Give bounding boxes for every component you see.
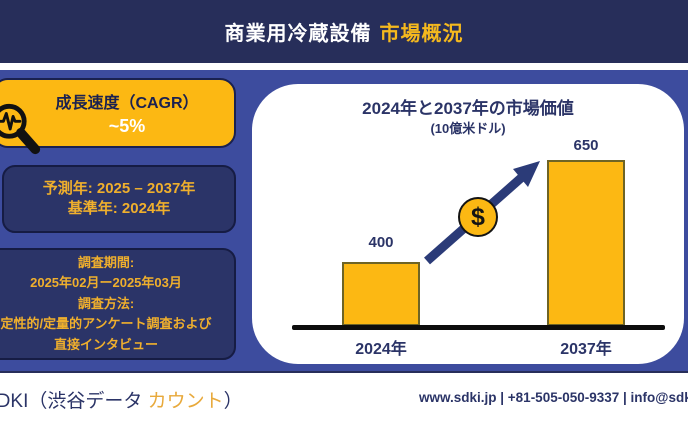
- base-year-line: 基準年: 2024年: [67, 200, 171, 217]
- bar-value-2024: 400: [368, 234, 394, 251]
- page-title-accent: 市場概況: [379, 23, 464, 45]
- research-info-card: 調査期間: 2025年02月ー2025年03月 調査方法: 定性的/定量的アンケ…: [0, 248, 236, 360]
- chart-subtitle: (10億米ドル): [430, 121, 506, 136]
- research-method-label: 調査方法:: [77, 295, 135, 311]
- research-period-value: 2025年02月ー2025年03月: [30, 275, 182, 291]
- bar-2037: [547, 160, 625, 326]
- header: 商業用冷蔵設備 市場概況: [0, 0, 688, 63]
- brand-logo: SDKI（渋谷データ カウント）: [0, 386, 243, 413]
- magnifier-pulse-icon: [0, 103, 41, 155]
- x-label-2024: 2024年: [355, 341, 407, 358]
- dollar-symbol: $: [471, 202, 485, 231]
- bar-value-2037: 650: [573, 137, 599, 154]
- page-title: 商業用冷蔵設備: [224, 23, 372, 45]
- chart-panel: 2024年と2037年の市場価値 (10億米ドル) 650 400 $ 2024…: [252, 84, 684, 364]
- brand-logo-accent: カウント: [147, 391, 224, 412]
- dollar-coin-icon: $: [458, 197, 498, 237]
- footer: SDKI（渋谷データ カウント） www.sdki.jp | +81-505-0…: [0, 371, 688, 424]
- research-method-value: 定性的/定量的アンケート調査および: [0, 316, 212, 332]
- bar-2024: [342, 262, 420, 326]
- forecast-years-card: 予測年: 2025 – 2037年 基準年: 2024年: [2, 165, 236, 233]
- research-period-label: 調査期間:: [77, 254, 135, 270]
- brand-logo-text: SDKI（渋谷データ: [0, 391, 148, 412]
- chart-baseline: [292, 325, 665, 330]
- x-label-2037: 2037年: [560, 341, 612, 358]
- cagr-value: ~5%: [108, 116, 146, 136]
- forecast-years-line: 予測年: 2025 – 2037年: [42, 180, 196, 197]
- brand-logo-suffix: ）: [223, 391, 243, 412]
- cagr-label: 成長速度（CAGR）: [55, 95, 199, 112]
- contact-info: www.sdki.jp | +81-505-050-9337 | info@sd…: [419, 390, 688, 405]
- research-method-value2: 直接インタビュー: [53, 336, 158, 352]
- cagr-card: 成長速度（CAGR） ~5%: [0, 78, 236, 148]
- chart-title: 2024年と2037年の市場価値: [362, 99, 574, 118]
